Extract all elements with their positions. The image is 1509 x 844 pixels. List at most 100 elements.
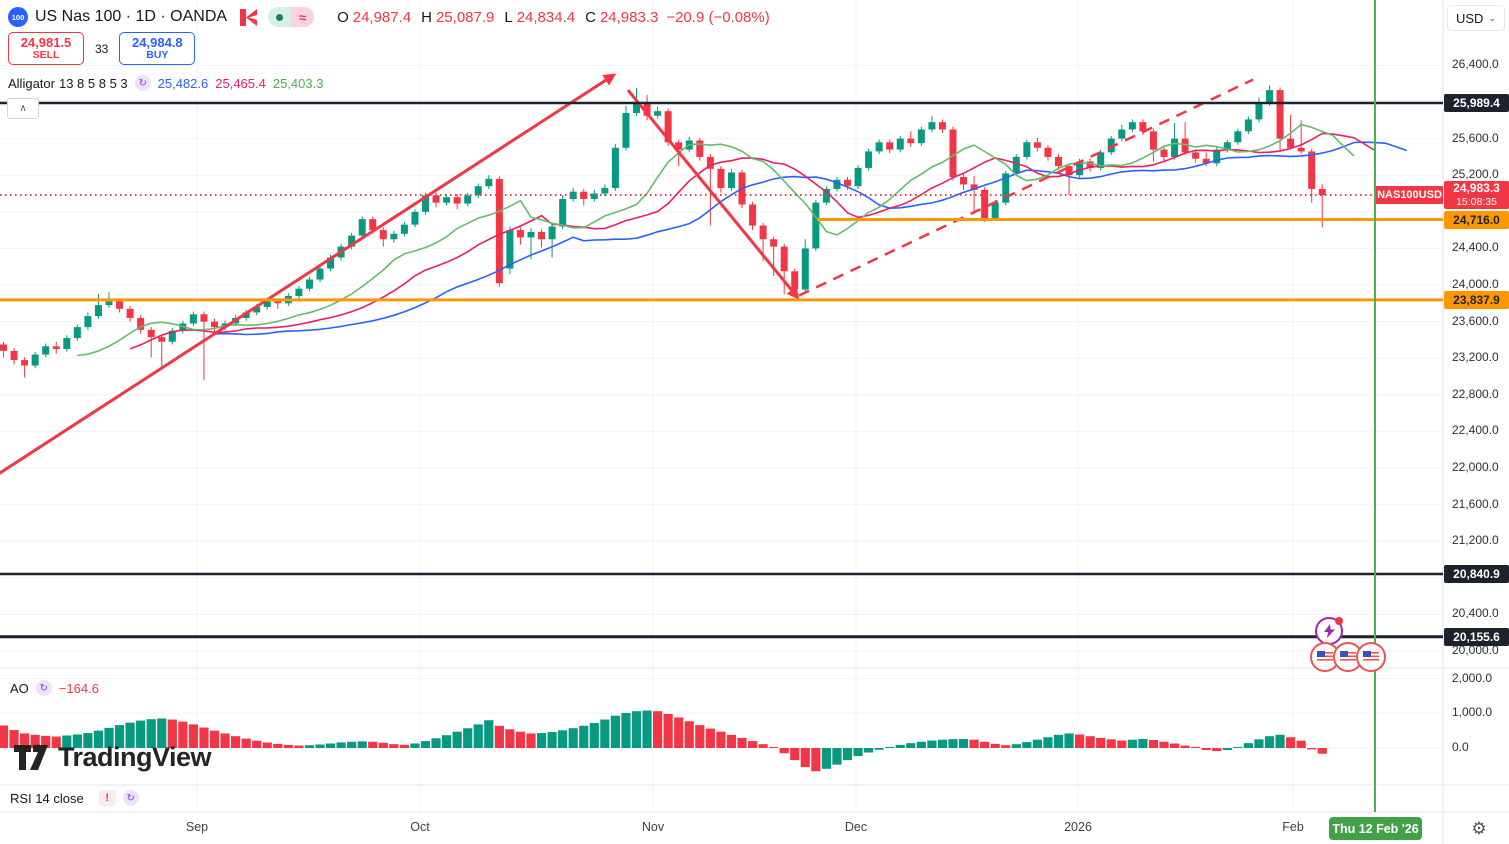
ao-bar [1275, 734, 1285, 748]
ao-bar [948, 739, 958, 748]
ao-bar [378, 742, 388, 748]
economic-events-group[interactable] [1310, 642, 1386, 672]
price-tick-label: 20,400.0 [1452, 606, 1499, 621]
alligator-jaw-value: 25,482.6 [157, 75, 209, 91]
market-open-dot-icon [268, 7, 292, 27]
close-value: 24,983.3 [599, 8, 659, 26]
time-tick-label: Nov [641, 820, 665, 834]
rsi-legend[interactable]: RSI 14 close ! ↻ [10, 790, 139, 806]
ao-bar [1032, 739, 1042, 748]
rsi-loading-icon[interactable]: ↻ [122, 790, 139, 806]
ao-bar [927, 740, 937, 748]
ao-bar [1307, 748, 1317, 750]
price-tick-label: 24,400.0 [1452, 240, 1499, 255]
symbol-logo-icon: 100 [8, 7, 28, 27]
ao-bar [1127, 739, 1137, 748]
ao-bar [621, 712, 631, 748]
symbol-title[interactable]: US Nas 100 · 1D · OANDA [35, 8, 228, 25]
ao-bar [41, 735, 51, 748]
change-value: −20.9 (−0.08%) [666, 8, 770, 26]
chevron-down-icon: ⌄ [1488, 12, 1496, 23]
ao-bar [579, 725, 589, 748]
ao-bar [51, 736, 61, 748]
ao-bar [1106, 739, 1116, 748]
goto-date-badge[interactable]: Thu 12 Feb '26 [1329, 817, 1422, 840]
time-axis-settings-button[interactable]: ⚙ [1462, 816, 1496, 842]
current-price-countdown: 15:08:35 [1456, 195, 1497, 208]
market-status-pill[interactable]: ≈ [268, 7, 315, 27]
ao-bar [821, 748, 831, 769]
sell-price: 24,981.5 [20, 34, 72, 50]
ao-bar [1085, 736, 1095, 748]
ao-legend[interactable]: AO ↻ −164.6 [10, 680, 99, 696]
close-label: C [585, 8, 596, 26]
ao-bar [1254, 739, 1264, 748]
ao-bar [737, 737, 747, 748]
ao-bar [473, 724, 483, 748]
time-tick-label: Dec [844, 820, 868, 834]
tradingview-watermark: TradingView [14, 742, 212, 773]
ao-bar [178, 721, 188, 748]
ao-bar [916, 741, 926, 748]
ao-bar [811, 748, 821, 772]
symbol-price-tag: NAS100USD [1376, 186, 1443, 205]
ao-bar [832, 748, 842, 765]
time-tick-label: 2026 [1064, 820, 1092, 834]
price-tick-label: 25,200.0 [1452, 167, 1499, 182]
ao-bar [357, 741, 367, 748]
ao-name: AO [10, 680, 29, 696]
alligator-legend[interactable]: Alligator 13 8 5 8 5 3 ↻ 25,482.6 25,465… [8, 75, 323, 91]
alligator-lips-line [77, 123, 1355, 357]
ao-bar [1264, 736, 1275, 748]
ao-bar [336, 742, 346, 748]
currency-dropdown[interactable]: USD ⌄ [1447, 5, 1505, 31]
level-price-badge: 23,837.9 [1444, 290, 1509, 309]
sell-button[interactable]: 24,981.5 SELL [8, 32, 84, 65]
collapse-line-button[interactable]: ∧ [7, 98, 39, 119]
ao-bar [1022, 742, 1032, 748]
ao-bar [1043, 737, 1053, 748]
ao-bar [83, 733, 93, 748]
symbol-legend[interactable]: 100 US Nas 100 · 1D · OANDA ≈ O 24,987.4 … [8, 7, 770, 27]
ao-bar [1296, 740, 1306, 748]
current-price-badge: 24,983.3 15:08:35 [1444, 181, 1509, 210]
delayed-data-icon: ≈ [291, 7, 315, 27]
ao-bar [1222, 748, 1232, 751]
ao-loading-icon[interactable]: ↻ [35, 680, 52, 696]
ao-tick-label: 2,000.0 [1452, 670, 1493, 685]
ao-bar [410, 743, 420, 748]
ao-bar [895, 744, 905, 748]
alligator-loading-icon[interactable]: ↻ [134, 75, 151, 91]
ohlc-readout: O 24,987.4 H 25,087.9 L 24,834.4 C 24,983.3 … [331, 9, 770, 26]
time-tick-label: Feb [1282, 820, 1304, 834]
level-price-badge: 20,840.9 [1444, 565, 1509, 584]
ao-bar [663, 713, 673, 748]
ao-bar [1169, 743, 1180, 748]
ao-bar [1053, 734, 1064, 748]
open-label: O [337, 8, 349, 26]
sell-label: SELL [32, 48, 60, 61]
ao-bar [9, 729, 19, 748]
ao-bar [146, 719, 156, 748]
ao-bar [1096, 737, 1106, 748]
ao-bar [262, 742, 272, 748]
ao-bar [157, 718, 167, 748]
ao-bar [526, 733, 536, 748]
ao-bar [420, 741, 431, 748]
alligator-name: Alligator [8, 75, 55, 91]
buy-button[interactable]: 24,984.8 BUY [119, 32, 196, 65]
ao-bar [1138, 738, 1148, 748]
lightning-bolt-icon [1323, 624, 1335, 638]
ao-bar [958, 738, 969, 748]
ao-bar [30, 734, 40, 748]
rsi-warning-icon[interactable]: ! [98, 790, 116, 806]
ao-bar [906, 743, 916, 748]
ao-bar [885, 746, 895, 748]
ao-bar [325, 743, 336, 748]
buy-price: 24,984.8 [132, 34, 183, 50]
ao-bar [231, 736, 241, 748]
earnings-event-icon[interactable] [1315, 617, 1343, 645]
us-flag-icon[interactable] [1356, 642, 1386, 672]
price-tick-label: 22,400.0 [1452, 423, 1499, 438]
